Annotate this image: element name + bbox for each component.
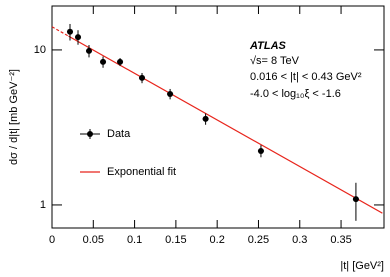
y-tick-label: 10 [34,44,46,56]
x-tick-label: 0 [49,234,55,246]
x-tick-label: 0.05 [83,234,104,246]
data-point [352,196,359,203]
x-tick-label: 0.35 [330,234,351,246]
plot-frame [51,5,385,229]
x-tick-label: 0.15 [165,234,186,246]
x-tick-label: 0.3 [292,234,307,246]
annotation: ATLAS [249,40,287,52]
data-point [85,47,92,54]
legend-swatch [87,131,93,137]
x-tick-label: 0.25 [248,234,269,246]
x-axis-label: |t| [GeV²] [340,260,384,272]
data-point [167,90,174,97]
data-point [67,28,74,35]
data-point [202,115,209,122]
data-point [139,74,146,81]
y-tick-label: 1 [40,199,46,211]
data-point [75,34,82,41]
legend-label: Exponential fit [107,166,176,178]
data-point [117,58,124,65]
fit-line [68,35,383,214]
annotation: 0.016 < |t| < 0.43 GeV² [250,71,362,83]
data-point [257,147,264,154]
annotation: √s= 8 TeV [250,55,300,67]
fit-line [51,26,69,37]
x-tick-label: 0.1 [127,234,142,246]
data-point [100,58,107,65]
annotation: -4.0 < log₁₀ξ < -1.6 [250,88,341,100]
x-tick-label: 0.2 [210,234,225,246]
y-axis-label: dσ / d|t| [mb GeV⁻²] [8,69,20,165]
legend-label: Data [107,128,131,140]
